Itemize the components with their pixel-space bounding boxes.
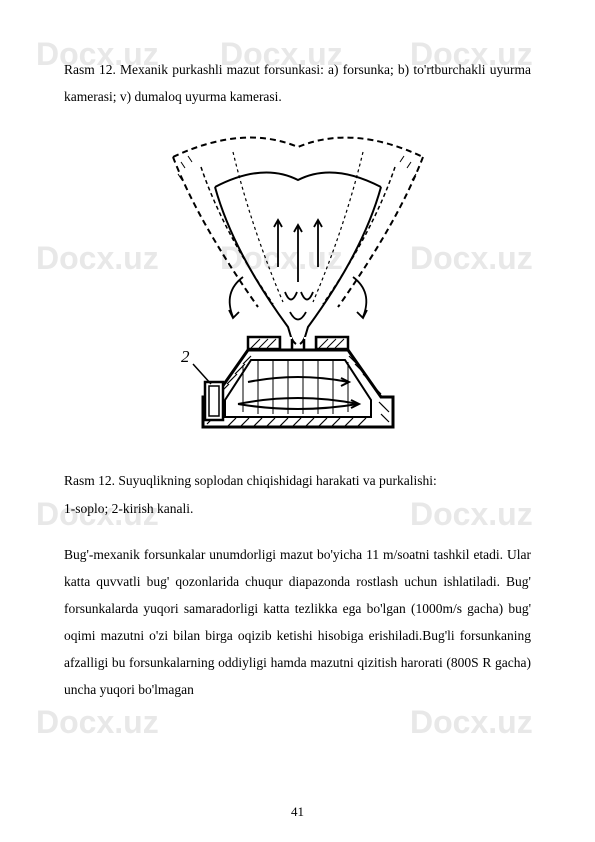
figure-caption-line2: 1-soplo; 2-kirish kanali.: [64, 496, 531, 522]
figure-label-2: 2: [181, 347, 190, 366]
technical-drawing-figure: 2: [133, 132, 463, 452]
watermark: Docx.uz: [36, 704, 159, 741]
page-number: 41: [0, 804, 595, 820]
watermark: Docx.uz: [410, 704, 533, 741]
paragraph-top: Rasm 12. Mexanik purkashli mazut forsunk…: [64, 56, 531, 110]
figure-container: 2: [64, 132, 531, 452]
paragraph-bottom: Bug'-mexanik forsunkalar unumdorligi maz…: [64, 541, 531, 703]
figure-caption-line1: Rasm 12. Suyuqlikning soplodan chiqishid…: [64, 468, 531, 494]
